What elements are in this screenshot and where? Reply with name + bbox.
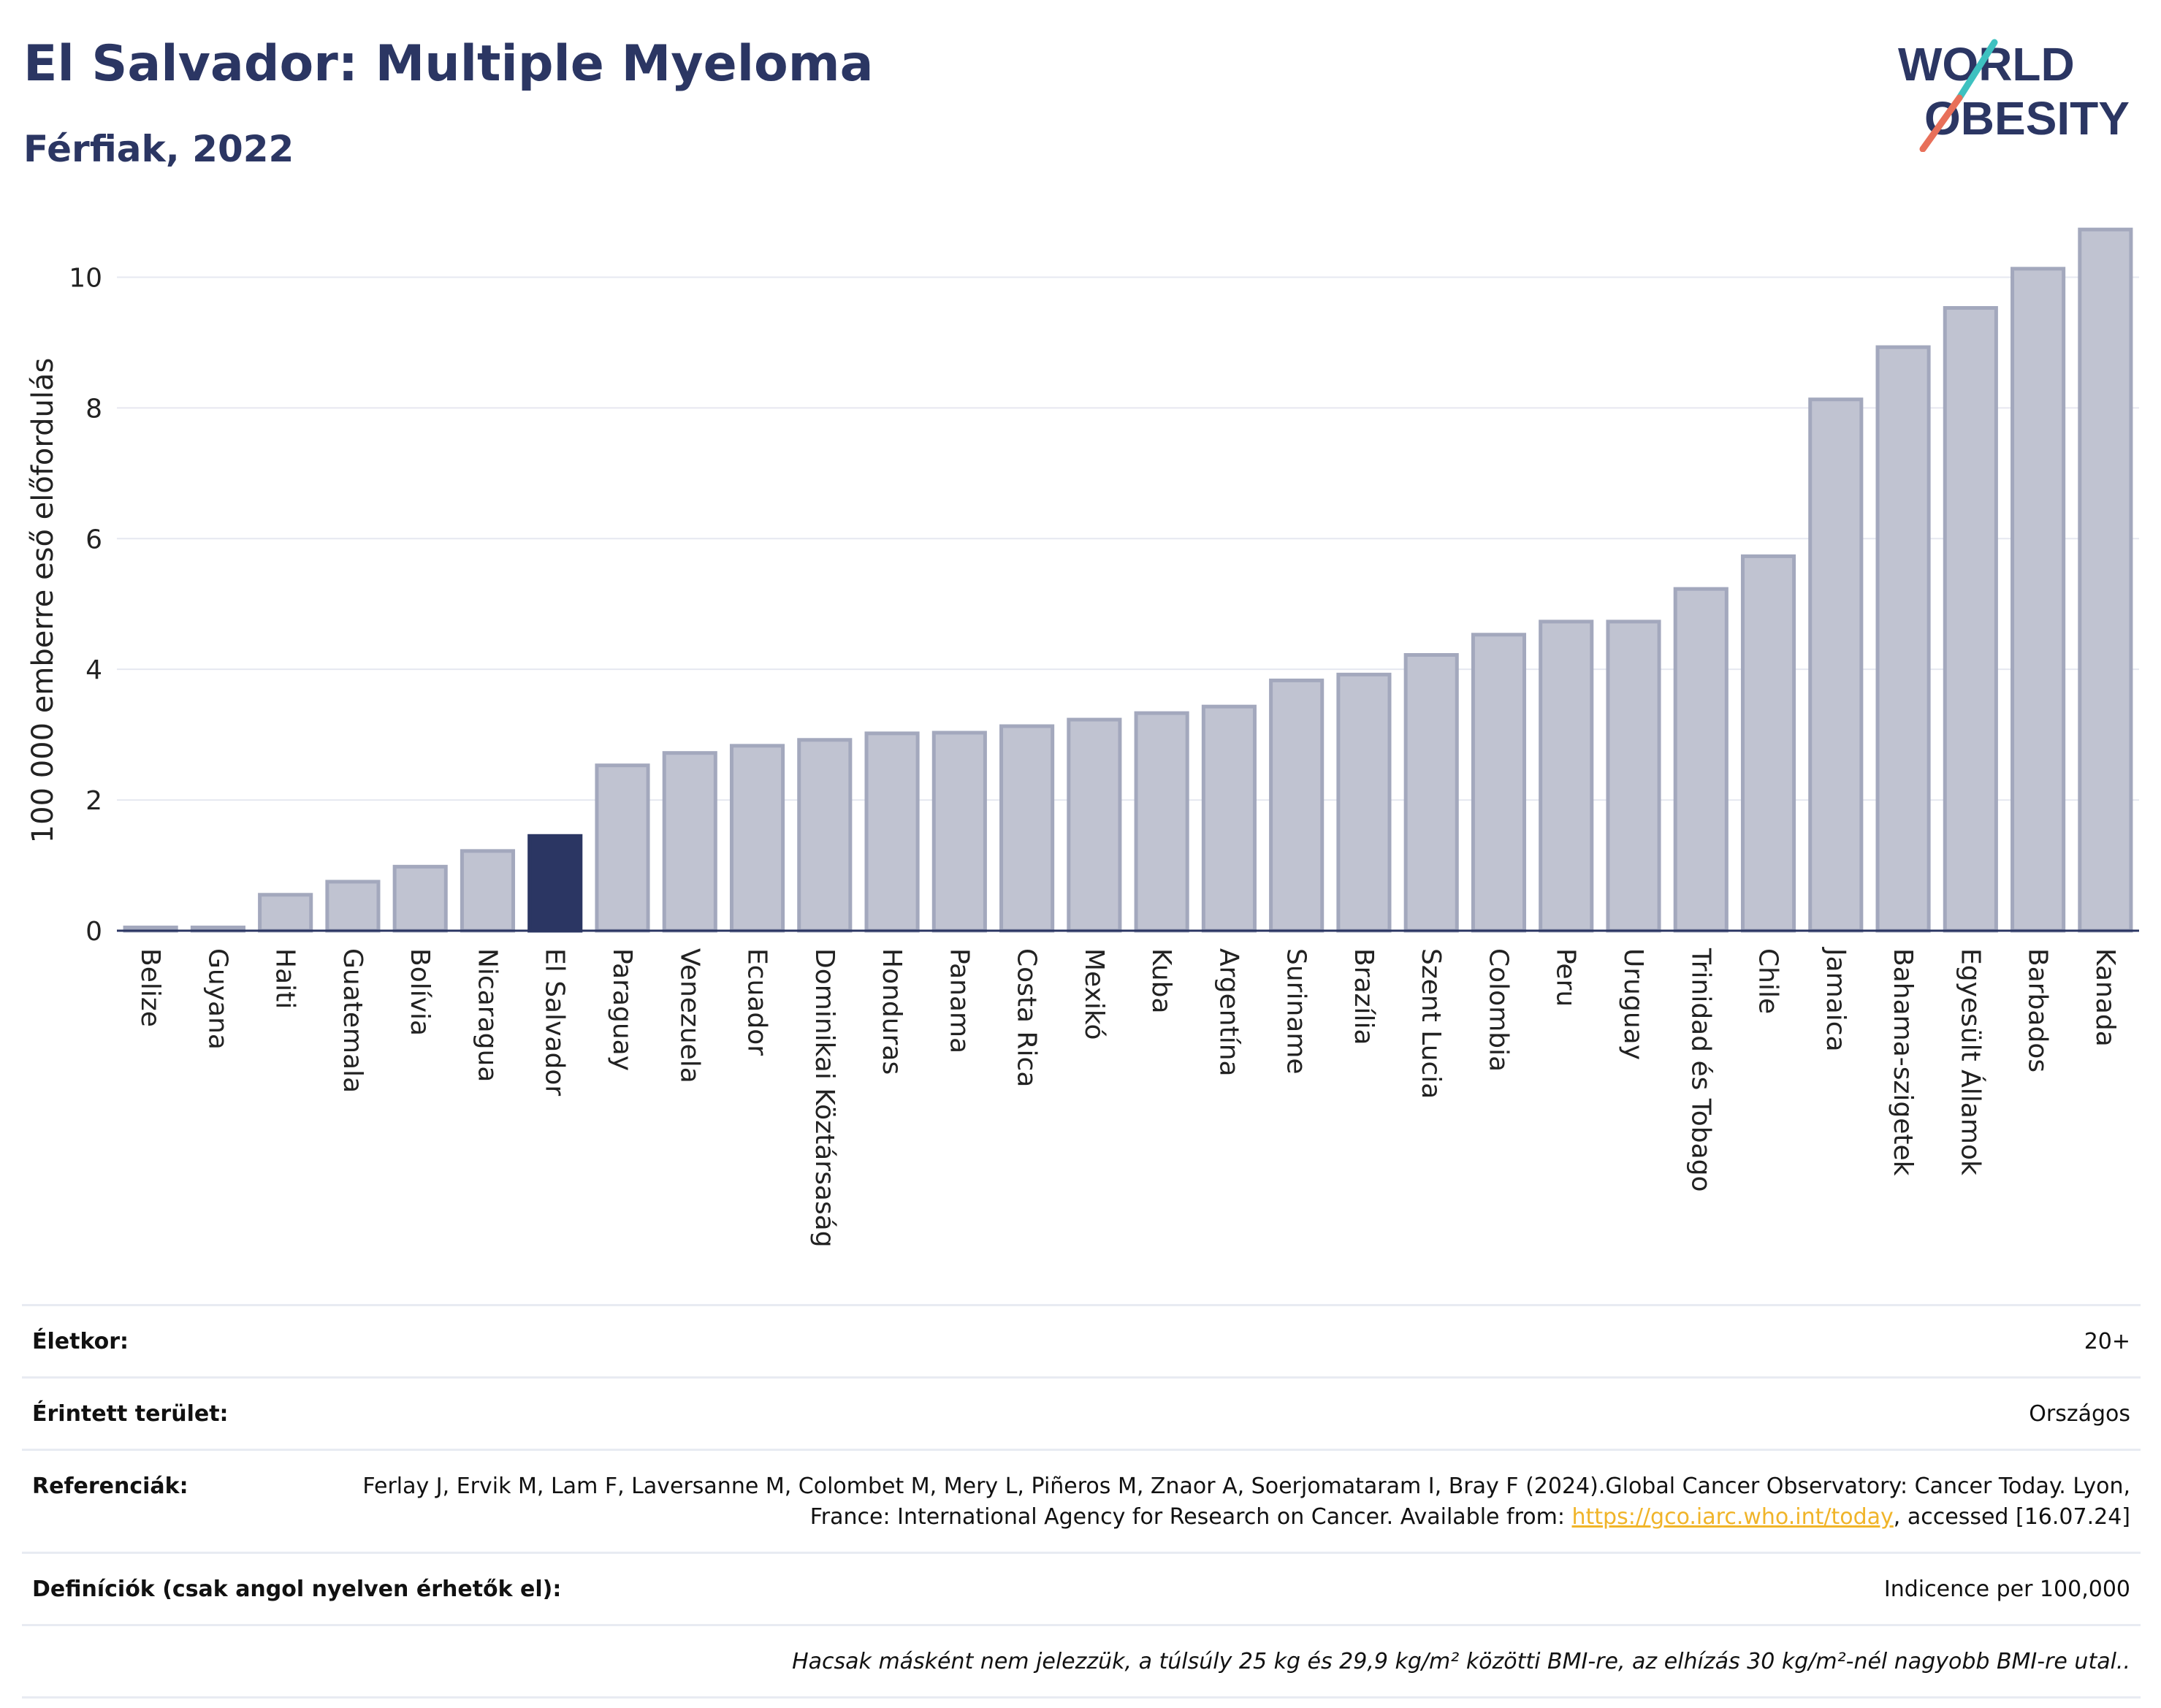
logo-world-text: WORLD	[1898, 38, 2075, 91]
x-tick-label: Argentína	[1213, 948, 1243, 1077]
x-tick-label: Szent Lucia	[1416, 948, 1446, 1099]
bar-argentína	[1201, 704, 1257, 933]
page-subtitle: Férfiak, 2022	[23, 128, 294, 170]
bar-panama	[931, 731, 987, 933]
y-tick-label: 10	[69, 263, 102, 293]
logo-slash-coral	[1919, 94, 1963, 152]
area-label: Érintett terület:	[32, 1401, 229, 1427]
age-label: Életkor:	[32, 1329, 129, 1354]
definitions-value: Indicence per 100,000	[1883, 1577, 2130, 1602]
references-text: Ferlay J, Ervik M, Lam F, Laversanne M, …	[362, 1473, 2130, 1530]
y-tick-label: 4	[85, 655, 102, 685]
x-tick-label: Guatemala	[338, 948, 367, 1093]
world-obesity-logo: WORLD OBESITY	[1898, 38, 2130, 152]
y-tick-label: 0	[85, 917, 102, 947]
references-label: Referenciák:	[32, 1473, 188, 1499]
meta-row-references: Referenciák: Ferlay J, Ervik M, Lam F, L…	[22, 1449, 2141, 1552]
x-tick-label: Egyesült Államok	[1955, 948, 1986, 1175]
y-tick-label: 8	[85, 394, 102, 424]
x-tick-label: Peru	[1551, 948, 1581, 1007]
bar-el-salvador	[527, 834, 583, 933]
x-tick-label: Honduras	[877, 948, 907, 1075]
meta-row-age: Életkor: 20+	[22, 1304, 2141, 1376]
bar-trinidad-és-tobago	[1673, 587, 1729, 933]
bar-bahama-szigetek	[1875, 345, 1931, 933]
x-tick-label: Bolívia	[405, 948, 435, 1036]
references-link[interactable]: https://gco.iarc.who.int/today	[1571, 1504, 1894, 1530]
bar-honduras	[864, 731, 920, 933]
references-accessed: , accessed [16.07.24]	[1893, 1504, 2130, 1530]
bar-barbados	[2011, 267, 2066, 933]
x-tick-label: Venezuela	[674, 948, 704, 1083]
bar-szent-lucia	[1403, 653, 1459, 933]
bar-bolívia	[392, 864, 448, 933]
x-tick-label: Chile	[1753, 948, 1783, 1014]
x-tick-label: Barbados	[2023, 948, 2053, 1072]
x-tick-label: Brazília	[1349, 948, 1379, 1045]
note-value: Hacsak másként nem jelezzük, a túlsúly 2…	[792, 1649, 2130, 1674]
x-tick-label: Bahama-szigetek	[1888, 948, 1918, 1176]
bar-dominikai-köztársaság	[797, 738, 853, 933]
bar-paraguay	[595, 763, 650, 933]
x-tick-label: Ecuador	[742, 948, 772, 1056]
x-tick-label: Kuba	[1146, 948, 1176, 1014]
references-value: Ferlay J, Ervik M, Lam F, Laversanne M, …	[362, 1471, 2130, 1533]
bar-suriname	[1269, 678, 1325, 933]
bar-kanada	[2078, 227, 2133, 933]
x-tick-label: El Salvador	[540, 948, 570, 1096]
bar-costa-rica	[999, 724, 1055, 933]
y-axis-label: 100 000 emberre eső előfordulás	[26, 358, 60, 844]
bar-mexikó	[1067, 717, 1122, 933]
x-tick-label: Dominikai Köztársaság	[809, 948, 839, 1248]
meta-row-note: Hacsak másként nem jelezzük, a túlsúly 2…	[22, 1624, 2141, 1699]
y-tick-label: 2	[85, 786, 102, 816]
bar-kuba	[1134, 711, 1189, 933]
bar-brazília	[1336, 672, 1392, 933]
x-tick-label: Paraguay	[607, 948, 637, 1071]
bar-chart: 0 2 4 6 8 10 100 000 emberre eső előfordulás Be…	[26, 227, 2139, 1248]
meta-row-area: Érintett terület: Országos	[22, 1376, 2141, 1449]
x-tick-label: Haiti	[270, 948, 300, 1009]
page-title: El Salvador: Multiple Myeloma	[23, 35, 874, 93]
x-tick-label: Panama	[944, 948, 974, 1053]
x-tick-label: Trinidad és Tobago	[1685, 948, 1715, 1192]
x-tick-label: Guyana	[202, 948, 232, 1050]
bar-jamaica	[1808, 397, 1864, 933]
x-tick-label: Uruguay	[1618, 948, 1648, 1060]
logo-slash-teal	[1956, 39, 1998, 102]
bar-peru	[1539, 619, 1594, 933]
bar-chile	[1740, 554, 1796, 933]
x-tick-label: Suriname	[1281, 948, 1311, 1075]
meta-row-definitions: Definíciók (csak angol nyelven érhetők e…	[22, 1552, 2141, 1624]
bar-venezuela	[662, 751, 717, 933]
y-tick-label: 6	[85, 525, 102, 554]
x-tick-label: Mexikó	[1079, 948, 1109, 1040]
bar-egyesült-államok	[1943, 305, 1998, 933]
bar-nicaragua	[460, 849, 516, 933]
age-value: 20+	[2084, 1329, 2130, 1354]
x-tick-label: Colombia	[1483, 948, 1513, 1072]
bar-haiti	[258, 893, 313, 933]
x-tick-label: Jamaica	[1821, 947, 1851, 1052]
bar-ecuador	[729, 744, 785, 933]
x-tick-label: Kanada	[2090, 948, 2120, 1047]
area-value: Országos	[2029, 1401, 2130, 1427]
bar-guatemala	[325, 880, 381, 933]
metadata-table: Életkor: 20+ Érintett terület: Országos …	[22, 1304, 2141, 1699]
x-tick-label: Costa Rica	[1012, 948, 1042, 1087]
definitions-label: Definíciók (csak angol nyelven érhetők e…	[32, 1577, 562, 1602]
x-tick-label: Belize	[135, 948, 165, 1027]
bar-colombia	[1471, 633, 1527, 933]
x-tick-label: Nicaragua	[472, 948, 502, 1082]
bar-uruguay	[1606, 619, 1661, 933]
